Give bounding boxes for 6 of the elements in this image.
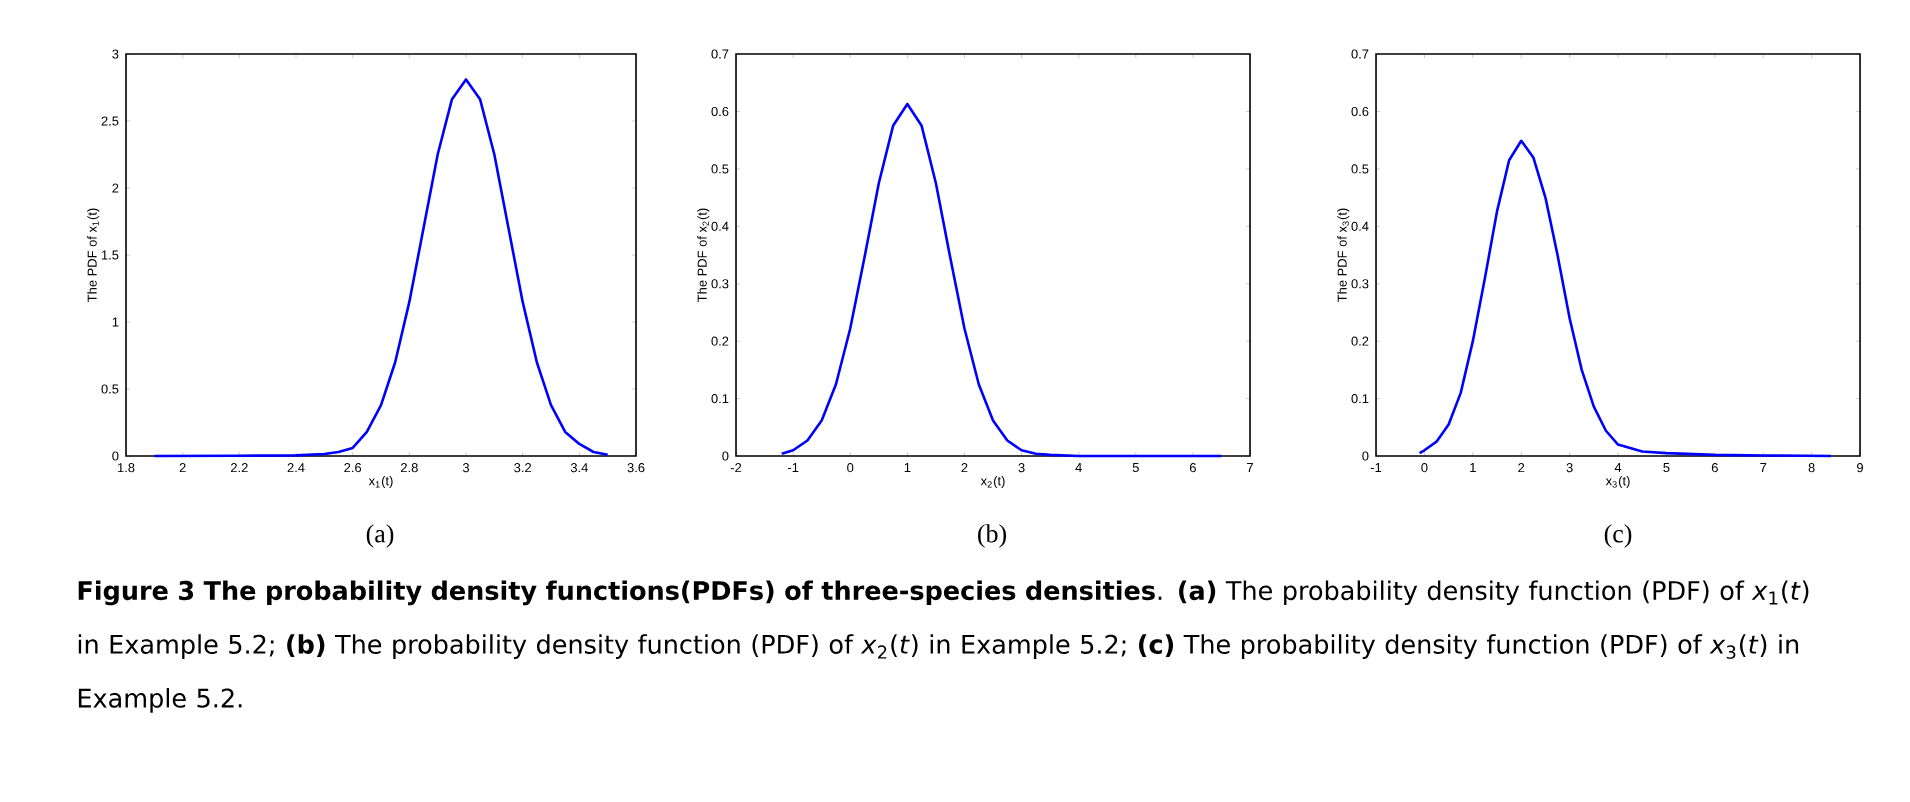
line-series (153, 78, 609, 458)
line-series (1418, 139, 1833, 458)
text: Figure 3 The probability density functions(PDFs) of three-species densities. (a) The probability density function (PDF) of x$_{1}$(t) in Example 5.2; (b) The probability density function (PDF) of x$_{2}$(t) in Example 5.2; (c) The probability density function (PDF) of x$_{3}$(t) in Example 5.2. (78, 580, 1809, 713)
text: (a) (366, 524, 394, 548)
text: (c) (1604, 524, 1632, 548)
text: (b) (978, 524, 1006, 548)
